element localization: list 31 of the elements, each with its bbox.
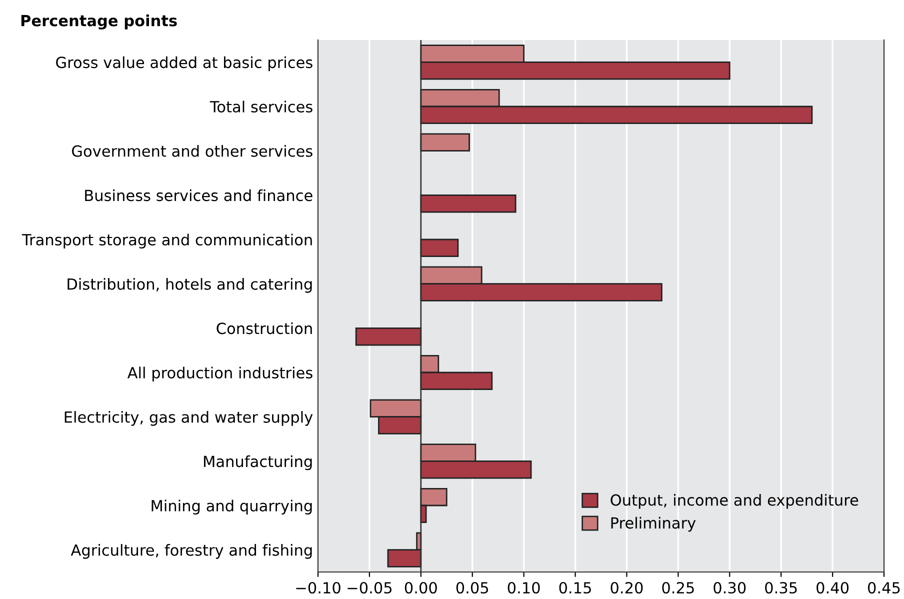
y-tick-label: All production industries (127, 366, 312, 382)
bar (420, 133, 470, 152)
y-tick-label: Construction (216, 322, 312, 334)
y-tick-label: Distribution, hotels and catering (68, 278, 312, 293)
legend-label: Output, income and expenditure (610, 494, 858, 509)
x-tick-label: 0.00 (404, 582, 437, 594)
x-tick-label: 0.45 (868, 582, 900, 594)
x-tick-label: 0.25 (662, 582, 694, 594)
bar (355, 327, 422, 346)
y-tick-label: Manufacturing (204, 455, 312, 470)
x-tick-label: 0.40 (816, 582, 849, 594)
legend-label: Preliminary (611, 516, 696, 532)
y-tick-label: Business services and finance (85, 189, 312, 202)
x-tick-label: 0.10 (508, 582, 540, 594)
x-tick-label: 0.30 (714, 582, 746, 594)
y-tick-label: Gross value added at basic prices (56, 56, 312, 72)
x-tick-label: 0.05 (456, 582, 488, 594)
y-tick-label: Total services (210, 100, 312, 113)
x-tick-label: 0.20 (610, 582, 643, 594)
y-tick-label: Government and other services (72, 145, 312, 157)
x-tick-label: −0.05 (348, 582, 392, 594)
bar (420, 194, 516, 213)
text: Percentage points (21, 14, 177, 30)
y-tick-label: Agriculture, forestry and fishing (70, 544, 312, 559)
bar (420, 238, 459, 258)
x-tick-label: 0.35 (765, 582, 797, 594)
y-tick-label: Mining and quarrying (152, 500, 312, 514)
y-tick-label: Transport storage and communication (22, 234, 312, 248)
y-tick-label: Electricity, gas and water supply (64, 411, 313, 426)
x-tick-label: −0.10 (296, 582, 340, 594)
x-tick-label: 0.15 (559, 582, 591, 594)
